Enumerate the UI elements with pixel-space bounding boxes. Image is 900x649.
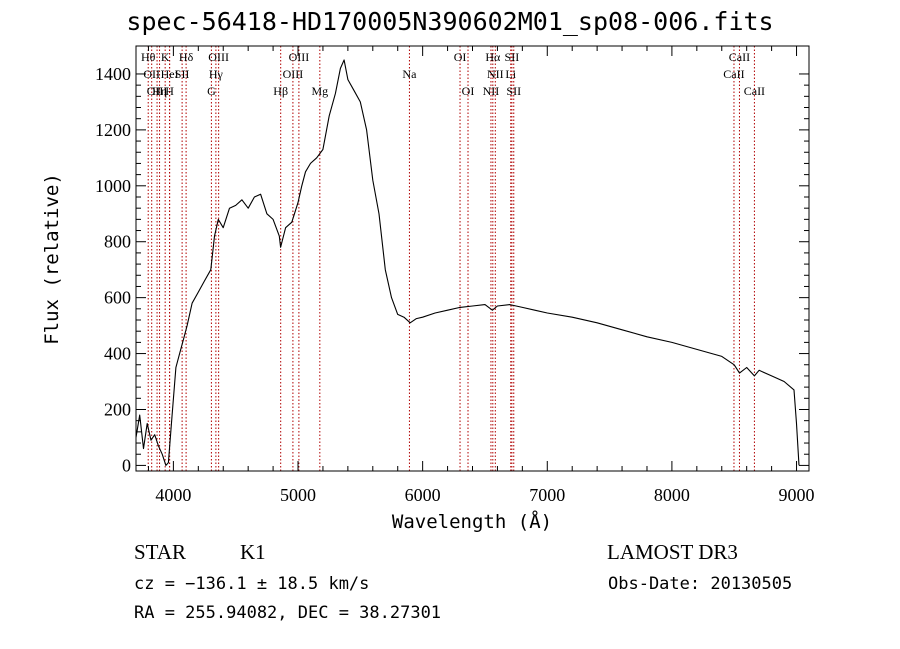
- y-tick-label: 400: [104, 344, 131, 364]
- y-tick-label: 200: [104, 399, 131, 419]
- line-mark-label: SII: [505, 50, 520, 64]
- chart-title: spec-56418-HD170005N390602M01_sp08-006.f…: [126, 7, 774, 36]
- emission-line-markers: [147, 46, 755, 471]
- spectrum-series: [135, 59, 800, 466]
- y-tick-label: 600: [104, 288, 131, 308]
- y-axis: 0 200 400 600 800 1000 1200 1400: [95, 64, 809, 475]
- spectrum-line: [135, 59, 800, 466]
- x-tick-label: 7000: [529, 485, 565, 505]
- y-tick-label: 0: [122, 455, 131, 475]
- x-tick-label: 9000: [779, 485, 815, 505]
- line-mark-label: Hδ: [179, 50, 194, 64]
- redshift-velocity: cz = −136.1 ± 18.5 km/s: [134, 574, 370, 594]
- line-mark-label: OIII: [147, 84, 168, 98]
- line-mark-label: OIII: [283, 67, 304, 81]
- line-mark-label: OII: [143, 67, 160, 81]
- y-tick-label: 1200: [95, 120, 131, 140]
- line-mark-label: Hα: [485, 50, 501, 64]
- line-mark-label: Na: [402, 67, 417, 81]
- coordinates: RA = 255.94082, DEC = 38.27301: [134, 603, 442, 623]
- line-mark-label: CaII: [729, 50, 750, 64]
- y-tick-label: 1400: [95, 64, 131, 84]
- line-mark-label: OIII: [208, 50, 229, 64]
- line-mark-label: CaII: [723, 67, 744, 81]
- y-axis-label: Flux (relative): [41, 173, 63, 345]
- plot-frame: [135, 45, 810, 472]
- line-mark-label: Li: [505, 67, 516, 81]
- line-mark-label: Hη: [152, 84, 167, 98]
- line-mark-label: OI: [462, 84, 475, 98]
- line-mark-label: NII: [483, 84, 500, 98]
- y-tick-label: 800: [104, 232, 131, 252]
- line-mark-label: HeI: [161, 67, 179, 81]
- line-mark-label: SII: [175, 67, 190, 81]
- x-tick-label: 8000: [654, 485, 690, 505]
- object-subclass: K1: [240, 540, 266, 564]
- survey-name: LAMOST DR3: [607, 540, 738, 564]
- line-mark-label: SII: [506, 84, 521, 98]
- x-tick-label: 5000: [280, 485, 316, 505]
- object-class: STAR: [134, 540, 186, 564]
- x-tick-label: 4000: [155, 485, 191, 505]
- x-axis-label: Wavelength (Å): [392, 510, 552, 533]
- line-mark-label: NII: [487, 67, 504, 81]
- y-tick-label: 1000: [95, 176, 131, 196]
- line-mark-label: CaII: [744, 84, 765, 98]
- line-mark-label: Hβ: [273, 84, 288, 98]
- line-mark-label: OI: [454, 50, 467, 64]
- line-mark-label: OIII: [289, 50, 310, 64]
- x-tick-label: 6000: [405, 485, 441, 505]
- line-mark-label: K: [161, 50, 170, 64]
- line-mark-label: Hγ: [209, 67, 224, 81]
- line-mark-label: H: [165, 84, 174, 98]
- line-mark-labels: HθOIIOIIIHηKHHeISIIHδGHγOIIIHβOIIIOIIIMg…: [141, 50, 765, 98]
- line-mark-label: Hθ: [141, 50, 156, 64]
- observation-date: Obs-Date: 20130505: [608, 574, 793, 594]
- x-axis: 4000 5000 6000 7000 8000 9000: [147, 46, 815, 505]
- line-mark-label: G: [207, 84, 216, 98]
- line-mark-label: Mg: [311, 84, 328, 98]
